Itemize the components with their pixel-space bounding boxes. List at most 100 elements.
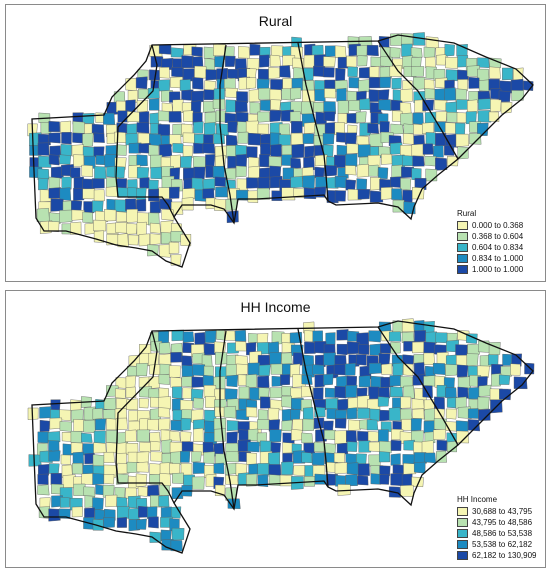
rural-county-474 [246, 177, 259, 189]
rural-county-89 [347, 66, 358, 77]
hh-income-county-570 [92, 518, 104, 531]
hh-income-state-boundary-4 [377, 326, 459, 446]
rural-county-188 [203, 101, 216, 113]
hh-income-county-153 [226, 374, 239, 388]
hh-income-county-246 [377, 396, 390, 407]
hh-income-county-332 [401, 418, 413, 431]
hh-income-county-487 [403, 462, 417, 475]
rural-county-154 [248, 89, 261, 103]
hh-income-county-533 [137, 486, 148, 497]
hh-income-county-289 [379, 409, 391, 422]
hh-income-county-235 [260, 396, 271, 409]
rural-county-438 [248, 165, 260, 179]
hh-income-county-418 [48, 450, 61, 462]
rural-county-313 [194, 133, 205, 145]
rural-county-437 [235, 165, 247, 178]
hh-income-county-548 [92, 497, 104, 511]
hh-income-county-486 [392, 464, 405, 475]
hh-income-county-405 [336, 442, 349, 455]
hh-income-county-141 [510, 363, 521, 376]
rural-county-93 [389, 65, 403, 77]
rural-county-161 [324, 88, 336, 99]
hh-income-county-519 [370, 473, 382, 485]
hh-income-county-416 [28, 454, 42, 467]
rural-legend-label-4: 0.834 to 1.000 [472, 254, 524, 263]
hh-income-county-326 [335, 418, 347, 429]
rural-county-426 [114, 166, 126, 179]
hh-income-county-447 [368, 454, 382, 467]
hh-income-county-339 [37, 431, 49, 444]
rural-county-546 [59, 209, 73, 223]
hh-income-county-310 [158, 418, 171, 431]
hh-income-county-473 [248, 463, 259, 475]
rural-county-49 [269, 54, 281, 67]
rural-county-551 [116, 211, 128, 223]
hh-income-county-483 [357, 463, 370, 476]
rural-county-54 [323, 56, 336, 67]
rural-county-87 [323, 67, 335, 78]
hh-income-county-162 [323, 373, 334, 386]
hh-income-county-158 [280, 374, 291, 386]
hh-income-county-342 [70, 430, 83, 444]
hh-income-county-427 [150, 451, 163, 462]
rural-county-18 [249, 43, 261, 56]
hh-income-county-347 [125, 429, 137, 442]
rural-county-499 [136, 187, 147, 201]
rural-county-428 [136, 167, 150, 179]
hh-income-county-454 [38, 464, 50, 477]
hh-income-county-567 [160, 506, 173, 519]
hh-income-county-485 [379, 465, 391, 476]
rural-county-398 [235, 154, 248, 168]
rural-county-517 [334, 190, 346, 202]
rural-county-565 [126, 222, 138, 235]
rural-county-352 [172, 143, 184, 154]
rural-legend-item-3: 0.604 to 0.834 [457, 242, 539, 253]
hh-income-county-129 [381, 363, 393, 375]
rural-county-126 [358, 79, 370, 93]
rural-county-390 [150, 154, 163, 169]
rural-county-137 [478, 79, 490, 92]
hh-income-county-85 [293, 352, 304, 366]
hh-income-county-356 [226, 431, 238, 445]
rural-legend-label-5: 1.000 to 1.000 [472, 265, 524, 274]
hh-income-county-367 [346, 430, 357, 444]
rural-county-57 [357, 55, 368, 67]
rural-county-82 [268, 66, 281, 79]
hh-income-county-360 [269, 429, 282, 443]
rural-county-435 [212, 165, 225, 178]
hh-income-county-116 [236, 363, 248, 376]
rural-county-59 [380, 56, 393, 67]
rural-county-386 [104, 154, 117, 168]
rural-county-235 [269, 109, 282, 122]
rural-county-402 [281, 154, 293, 166]
hh-income-county-226 [158, 396, 172, 410]
rural-county-456 [48, 176, 61, 190]
hh-income-county-87 [315, 354, 326, 368]
hh-income-county-140 [500, 366, 512, 377]
hh-income-county-101 [466, 353, 479, 367]
hh-income-county-177 [491, 373, 502, 387]
rural-county-166 [378, 89, 390, 101]
hh-income-region-outline [31, 320, 534, 554]
hh-income-county-441 [301, 451, 313, 464]
rural-county-342 [60, 144, 72, 158]
rural-county-88 [335, 67, 346, 82]
rural-county-225 [158, 110, 170, 122]
hh-income-county-257 [27, 407, 39, 420]
rural-county-117 [256, 78, 270, 90]
hh-income-county-241 [325, 398, 339, 410]
rural-county-247 [400, 112, 414, 126]
rural-county-128 [379, 76, 391, 89]
rural-county-493 [73, 187, 85, 201]
rural-county-322 [290, 132, 304, 146]
rural-county-482 [334, 175, 347, 189]
hh-income-county-171 [423, 375, 436, 387]
rural-county-91 [369, 66, 380, 78]
rural-county-153 [236, 91, 248, 104]
rural-county-500 [148, 188, 160, 202]
legend-swatch [457, 265, 468, 274]
rural-county-193 [260, 99, 271, 112]
rural-county-423 [81, 164, 94, 178]
legend-swatch [457, 518, 468, 527]
rural-county-69 [489, 57, 502, 69]
